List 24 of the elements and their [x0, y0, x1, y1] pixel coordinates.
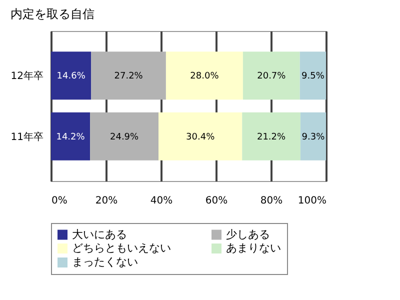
y-tick-label: 11年卒	[10, 130, 44, 143]
legend-label: 大いにある	[72, 228, 127, 241]
text: 9.3%	[302, 132, 325, 142]
legend-label: あまりない	[226, 242, 281, 254]
x-tick-label: 60%	[205, 196, 228, 206]
legend-label: どちらともいえない	[72, 242, 171, 254]
text: 20.7%	[257, 72, 286, 82]
text: 14.2%	[56, 132, 85, 142]
text: 21.2%	[256, 132, 286, 142]
text: 28.0%	[190, 72, 219, 82]
text: 27.2%	[114, 72, 143, 82]
x-tick-label: 0%	[52, 196, 68, 206]
y-tick-label: 12年卒	[10, 70, 44, 82]
x-tick-label: 40%	[150, 196, 173, 206]
text: 30.4%	[186, 132, 215, 142]
x-tick-label: 20%	[95, 196, 118, 206]
text: 14.6%	[56, 72, 86, 82]
legend-label: まったくない	[72, 256, 138, 268]
chart-title: 内定を取る自信	[10, 7, 94, 21]
x-tick-label: 100%	[298, 196, 326, 206]
text: 24.9%	[110, 132, 139, 142]
x-tick-label: 80%	[260, 196, 283, 206]
text: 9.5%	[302, 72, 324, 82]
legend-label: 少しある	[226, 228, 270, 241]
